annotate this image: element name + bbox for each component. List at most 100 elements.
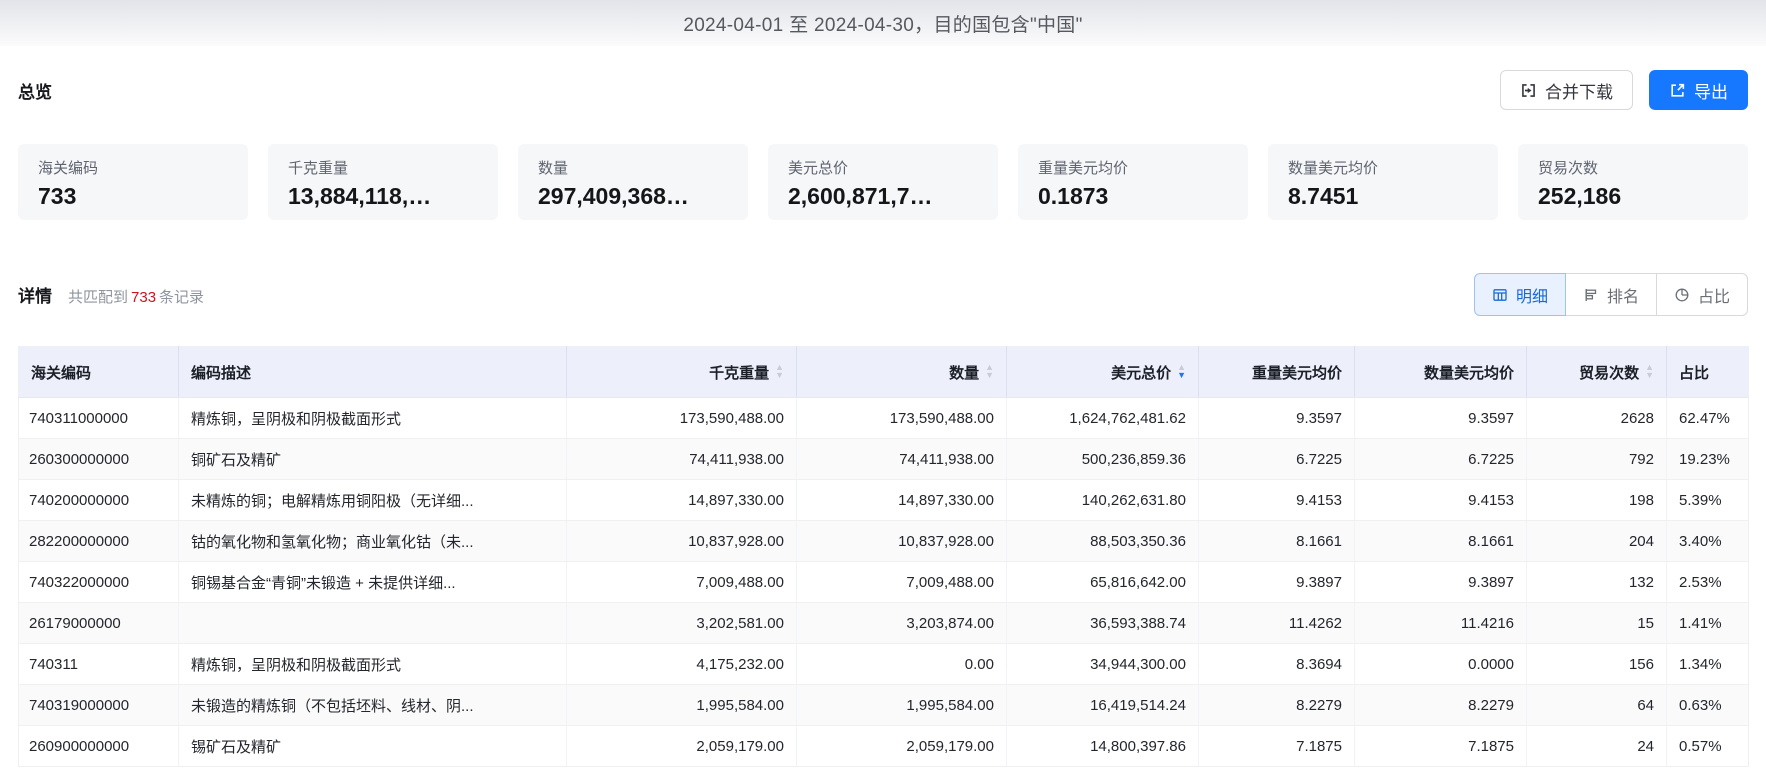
col-usd-per-qty-cell: 9.3597 xyxy=(1354,397,1527,439)
pie-icon xyxy=(1674,287,1690,303)
col-hs-code-cell: 740311 xyxy=(18,643,179,685)
col-trade-count-cell: 204 xyxy=(1526,520,1667,562)
col-hs-code-cell: 740319000000 xyxy=(18,684,179,726)
stat-card-label: 重量美元均价 xyxy=(1038,160,1129,177)
match-count: 733 xyxy=(131,289,157,306)
stat-card-0: 海关编码 733 xyxy=(18,144,248,220)
tab-label: 占比 xyxy=(1697,288,1730,306)
col-kg-weight-cell: 2,059,179.00 xyxy=(566,725,797,767)
col-quantity-cell: 3,203,874.00 xyxy=(796,602,1007,644)
stat-card-label: 海关编码 xyxy=(38,160,99,177)
stat-card-label: 千克重量 xyxy=(288,160,349,177)
table-icon xyxy=(1492,287,1508,303)
col-usd-per-qty-cell: 9.3897 xyxy=(1354,561,1527,603)
stat-card-3: 美元总价 2,600,871,7… xyxy=(768,144,998,220)
column-label: 重量美元均价 xyxy=(1251,364,1342,382)
col-share: 占比 xyxy=(1666,346,1749,398)
col-description-cell: 铜矿石及精矿 xyxy=(178,438,567,480)
col-quantity-cell: 7,009,488.00 xyxy=(796,561,1007,603)
sorter-icon: ▲ ▼ xyxy=(1177,362,1186,380)
col-usd-per-qty-cell: 0.0000 xyxy=(1354,643,1527,685)
col-share-cell: 0.57% xyxy=(1666,725,1749,767)
col-usd-per-kg-cell: 8.3694 xyxy=(1198,643,1355,685)
col-kg-weight-cell: 10,837,928.00 xyxy=(566,520,797,562)
col-kg-weight-cell: 7,009,488.00 xyxy=(566,561,797,603)
col-hs-code-cell: 260300000000 xyxy=(18,438,179,480)
merge-download-label: 合并下载 xyxy=(1545,82,1613,102)
col-hs-code-cell: 740322000000 xyxy=(18,561,179,603)
col-usd-total-cell: 34,944,300.00 xyxy=(1006,643,1199,685)
col-usd-per-qty: 数量美元均价 xyxy=(1354,346,1527,398)
col-usd-total-cell: 500,236,859.36 xyxy=(1006,438,1199,480)
col-usd-total-cell: 140,262,631.80 xyxy=(1006,479,1199,521)
stat-card-value: 252,186 xyxy=(1538,183,1622,209)
details-table: 海关编码 编码描述 千克重量 ▲ ▼ 数量 ▲ ▼ 美元总价 ▲ ▼ 重量美元均价 数量美元均价 贸易次数… xyxy=(18,346,1749,767)
table-row: 260900000000 锡矿石及精矿 2,059,179.00 2,059,179.… xyxy=(18,725,1749,767)
col-usd-total[interactable]: 美元总价 ▲ ▼ xyxy=(1006,346,1199,398)
stat-card-value: 13,884,118,… xyxy=(288,183,432,209)
col-trade-count-cell: 2628 xyxy=(1526,397,1667,439)
col-usd-total-cell: 36,593,388.74 xyxy=(1006,602,1199,644)
col-hs-code-cell: 740311000000 xyxy=(18,397,179,439)
col-quantity-cell: 1,995,584.00 xyxy=(796,684,1007,726)
sorter-icon: ▲ ▼ xyxy=(985,362,994,380)
col-quantity-cell: 10,837,928.00 xyxy=(796,520,1007,562)
tab-label: 明细 xyxy=(1515,288,1548,306)
col-description-cell: 精炼铜，呈阴极和阴极截面形式 xyxy=(178,643,567,685)
col-trade-count-cell: 198 xyxy=(1526,479,1667,521)
stat-card-5: 数量美元均价 8.7451 xyxy=(1268,144,1498,220)
col-trade-count-cell: 156 xyxy=(1526,643,1667,685)
col-share-cell: 5.39% xyxy=(1666,479,1749,521)
tab-label: 排名 xyxy=(1606,288,1639,306)
col-hs-code-cell: 260900000000 xyxy=(18,725,179,767)
table-row: 740200000000 未精炼的铜；电解精炼用铜阳极（无详细... 14,897,… xyxy=(18,479,1749,521)
table-row: 26179000000 3,202,581.00 3,203,874.00 36,59… xyxy=(18,602,1749,644)
stat-card-value: 8.7451 xyxy=(1288,183,1359,209)
view-switcher: 明细 排名 占比 xyxy=(1473,273,1748,316)
col-usd-per-qty-cell: 6.7225 xyxy=(1354,438,1527,480)
col-trade-count-cell: 24 xyxy=(1526,725,1667,767)
export-button[interactable]: 导出 xyxy=(1649,70,1748,110)
col-kg-weight-cell: 4,175,232.00 xyxy=(566,643,797,685)
col-usd-total-cell: 65,816,642.00 xyxy=(1006,561,1199,603)
export-label: 导出 xyxy=(1694,82,1728,102)
col-quantity[interactable]: 数量 ▲ ▼ xyxy=(796,346,1007,398)
top-title-bar: 2024-04-01 至 2024-04-30，目的国包含"中国" xyxy=(0,0,1766,46)
col-share-cell: 62.47% xyxy=(1666,397,1749,439)
tab-share[interactable]: 占比 xyxy=(1655,273,1748,316)
col-share-cell: 1.41% xyxy=(1666,602,1749,644)
table-row: 740311 精炼铜，呈阴极和阴极截面形式 4,175,232.00 0.00 34,9… xyxy=(18,643,1749,685)
col-trade-count-cell: 64 xyxy=(1526,684,1667,726)
col-kg-weight-cell: 14,897,330.00 xyxy=(566,479,797,521)
table-row: 740311000000 精炼铜，呈阴极和阴极截面形式 173,590,488.00… xyxy=(18,397,1749,439)
col-description-cell: 钴的氧化物和氢氧化物；商业氧化钴（未... xyxy=(178,520,567,562)
export-icon xyxy=(1669,82,1686,99)
tab-detail[interactable]: 明细 xyxy=(1473,273,1566,316)
col-trade-count-cell: 15 xyxy=(1526,602,1667,644)
col-usd-per-kg-cell: 8.1661 xyxy=(1198,520,1355,562)
col-usd-total-cell: 16,419,514.24 xyxy=(1006,684,1199,726)
tab-ranking[interactable]: 排名 xyxy=(1564,273,1657,316)
stat-card-6: 贸易次数 252,186 xyxy=(1518,144,1748,220)
merge-cells-icon xyxy=(1520,82,1537,99)
col-hs-code: 海关编码 xyxy=(18,346,179,398)
stat-card-value: 0.1873 xyxy=(1038,183,1109,209)
table-header-row: 海关编码 编码描述 千克重量 ▲ ▼ 数量 ▲ ▼ 美元总价 ▲ ▼ 重量美元均价 数量美元均价 贸易次数… xyxy=(18,346,1749,398)
col-kg-weight[interactable]: 千克重量 ▲ ▼ xyxy=(566,346,797,398)
col-usd-per-qty-cell: 11.4216 xyxy=(1354,602,1527,644)
stat-cards: 海关编码 733 千克重量 13,884,118,… 数量 297,409,368… 美元总… xyxy=(18,144,1748,220)
col-quantity-cell: 14,897,330.00 xyxy=(796,479,1007,521)
col-quantity-cell: 74,411,938.00 xyxy=(796,438,1007,480)
col-trade-count[interactable]: 贸易次数 ▲ ▼ xyxy=(1526,346,1667,398)
col-usd-per-qty-cell: 8.2279 xyxy=(1354,684,1527,726)
overview-heading: 总览 xyxy=(18,82,52,102)
col-usd-per-kg: 重量美元均价 xyxy=(1198,346,1355,398)
details-heading: 详情 xyxy=(18,287,52,306)
col-usd-per-qty-cell: 8.1661 xyxy=(1354,520,1527,562)
merge-download-button[interactable]: 合并下载 xyxy=(1500,70,1633,110)
column-label: 贸易次数 xyxy=(1579,364,1640,382)
stat-card-value: 733 xyxy=(38,183,77,209)
col-quantity-cell: 173,590,488.00 xyxy=(796,397,1007,439)
col-trade-count-cell: 132 xyxy=(1526,561,1667,603)
column-label: 数量美元均价 xyxy=(1423,364,1514,382)
